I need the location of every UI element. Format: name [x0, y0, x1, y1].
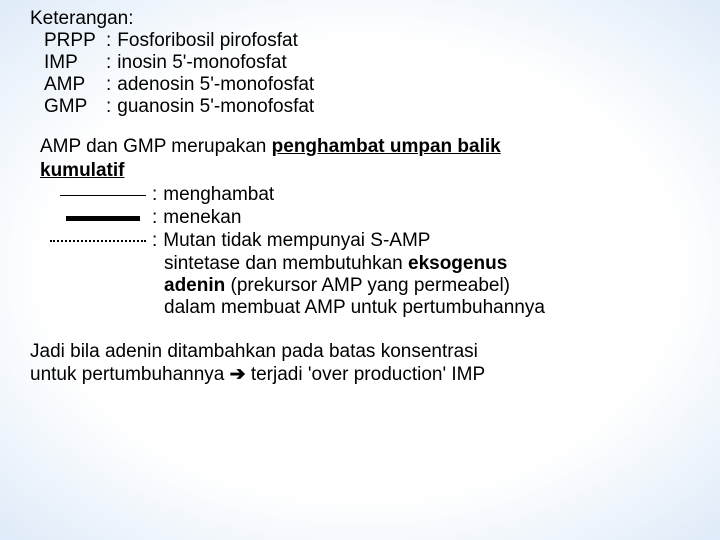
ket-colon: : [106, 30, 111, 52]
conclusion-text: untuk pertumbuhannya [30, 364, 230, 385]
keterangan-title: Keterangan: [30, 8, 690, 30]
legend-bold: eksogenus [408, 253, 507, 274]
legend-text: menekan [163, 207, 690, 229]
legend-row: : menekan [40, 207, 690, 230]
ket-abbr: IMP [44, 52, 106, 74]
ket-row: GMP : guanosin 5'-monofosfat [44, 96, 690, 118]
legend-row: : Mutan tidak mempunyai S-AMP [40, 230, 690, 253]
statement-block: AMP dan GMP merupakan penghambat umpan b… [40, 136, 690, 158]
keterangan-block: Keterangan: PRPP : Fosforibosil pirofosf… [30, 8, 690, 118]
ket-colon: : [106, 74, 111, 96]
legend-text: menghambat [163, 184, 690, 206]
legend-row: : menghambat [40, 184, 690, 207]
thin-line-icon [60, 195, 146, 197]
legend-colon: : [152, 230, 157, 252]
ket-row: IMP : inosin 5'-monofosfat [44, 52, 690, 74]
ket-abbr: GMP [44, 96, 106, 118]
ket-desc: inosin 5'-monofosfat [117, 52, 286, 74]
legend-text: dalam membuat AMP untuk pertumbuhannya [164, 297, 545, 318]
ket-desc: adenosin 5'-monofosfat [117, 74, 314, 96]
legend-cont: dalam membuat AMP untuk pertumbuhannya [164, 297, 690, 319]
legend-text: Mutan tidak mempunyai S-AMP [163, 230, 690, 252]
legend-cont: sintetase dan membutuhkan eksogenus [164, 253, 690, 275]
conclusion-line1: Jadi bila adenin ditambahkan pada batas … [30, 341, 690, 363]
conclusion-line2: untuk pertumbuhannya ➔ terjadi 'over pro… [30, 363, 690, 386]
ket-desc: Fosforibosil pirofosfat [117, 30, 298, 52]
conclusion-block: Jadi bila adenin ditambahkan pada batas … [30, 341, 690, 386]
legend-line-dotted [40, 230, 152, 253]
conclusion-text: terjadi 'over production' IMP [246, 364, 486, 385]
legend-line-thick [40, 207, 152, 230]
ket-colon: : [106, 96, 111, 118]
legend-text: sintetase dan membutuhkan [164, 253, 408, 274]
statement-text: AMP dan GMP merupakan [40, 136, 272, 157]
legend-line-thin [40, 184, 152, 207]
ket-row: PRPP : Fosforibosil pirofosfat [44, 30, 690, 52]
statement-block: kumulatif [40, 160, 690, 182]
statement-bold1: penghambat umpan balik [272, 136, 501, 157]
legend-cont: adenin (prekursor AMP yang permeabel) [164, 275, 690, 297]
legend-bold: adenin [164, 275, 225, 296]
ket-abbr: PRPP [44, 30, 106, 52]
ket-desc: guanosin 5'-monofosfat [117, 96, 314, 118]
statement-bold2: kumulatif [40, 160, 124, 181]
arrow-icon: ➔ [230, 364, 246, 385]
ket-abbr: AMP [44, 74, 106, 96]
thick-line-icon [66, 216, 140, 221]
ket-colon: : [106, 52, 111, 74]
legend-colon: : [152, 207, 157, 229]
ket-row: AMP : adenosin 5'-monofosfat [44, 74, 690, 96]
dotted-line-icon [50, 240, 146, 244]
legend-colon: : [152, 184, 157, 206]
legend-block: : menghambat : menekan : Mutan tidak mem… [40, 184, 690, 319]
legend-text: (prekursor AMP yang permeabel) [225, 275, 510, 296]
